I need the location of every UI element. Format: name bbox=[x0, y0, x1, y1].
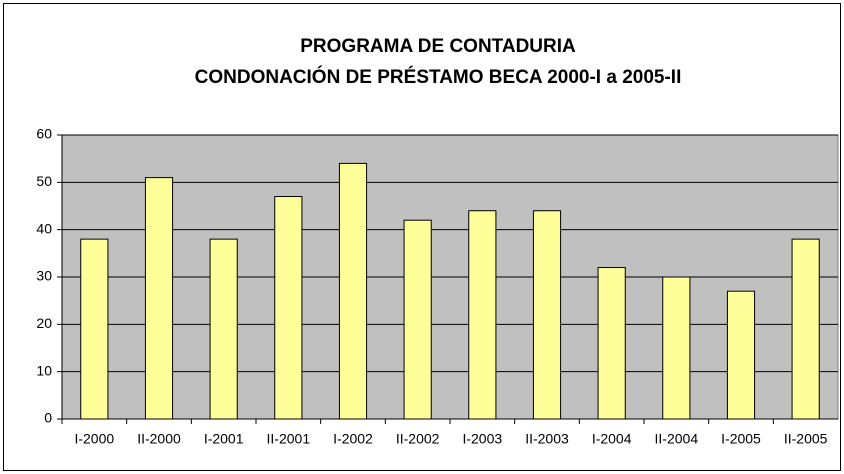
bar bbox=[532, 210, 562, 420]
x-tick-label: II-2001 bbox=[267, 431, 311, 447]
bar bbox=[403, 219, 432, 420]
y-tick-label: 40 bbox=[36, 220, 52, 236]
y-tick-label: 30 bbox=[36, 268, 52, 284]
y-tick-label: 50 bbox=[36, 173, 52, 189]
y-tick-label: 60 bbox=[36, 126, 52, 142]
x-tick-label: I-2003 bbox=[462, 431, 502, 447]
y-tick-label: 0 bbox=[44, 410, 52, 426]
bar bbox=[726, 290, 756, 420]
bar bbox=[338, 162, 368, 420]
bar bbox=[209, 238, 238, 420]
chart-subtitle: CONDONACIÓN DE PRÉSTAMO BECA 2000-I a 20… bbox=[195, 66, 682, 88]
x-tick-label: II-2000 bbox=[137, 431, 181, 447]
x-tick-label: I-2002 bbox=[333, 431, 373, 447]
x-tick-label: II-2002 bbox=[396, 431, 440, 447]
bar bbox=[662, 276, 691, 420]
bar bbox=[791, 238, 820, 420]
x-tick-label: I-2001 bbox=[204, 431, 244, 447]
x-tick-label: I-2000 bbox=[74, 431, 114, 447]
bar bbox=[274, 196, 303, 420]
chart-title: PROGRAMA DE CONTADURIA bbox=[300, 36, 576, 57]
x-tick-label: II-2003 bbox=[525, 431, 569, 447]
bar bbox=[144, 177, 174, 420]
y-tick-label: 20 bbox=[36, 315, 52, 331]
bar bbox=[468, 210, 497, 420]
x-tick-label: II-2004 bbox=[655, 431, 699, 447]
bar bbox=[80, 238, 109, 420]
y-tick-label: 10 bbox=[36, 362, 52, 378]
bar bbox=[597, 267, 626, 420]
x-tick-label: I-2005 bbox=[721, 431, 761, 447]
x-tick-label: II-2005 bbox=[784, 431, 828, 447]
x-tick-label: I-2004 bbox=[592, 431, 632, 447]
